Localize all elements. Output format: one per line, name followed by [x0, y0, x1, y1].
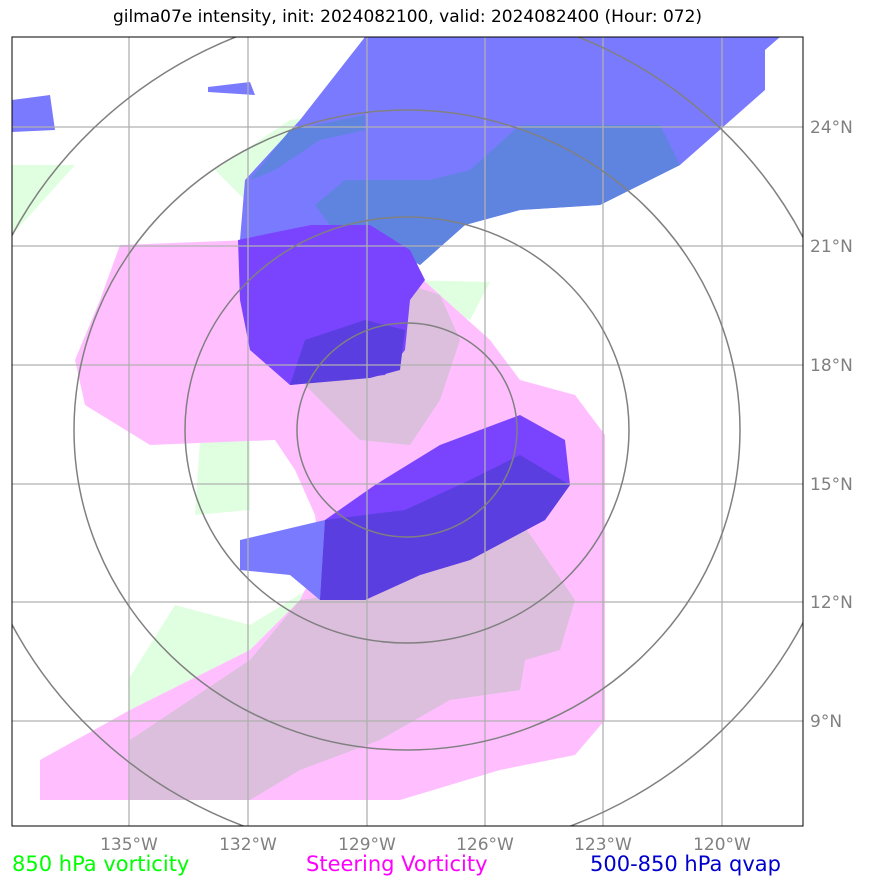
- longitude-tick-labels: 135°W 132°W 129°W 126°W 123°W 120°W: [100, 835, 751, 855]
- legend-steering-vorticity: Steering Vorticity: [306, 852, 488, 876]
- lon-tick-label: 129°W: [338, 835, 396, 855]
- qvap-region: [12, 95, 55, 132]
- lat-tick-label: 15°N: [810, 475, 853, 495]
- legend-qvap: 500-850 hPa qvap: [590, 852, 781, 876]
- qvap-band-layer: [250, 115, 680, 265]
- vorticity-region: [128, 585, 315, 720]
- qvap-overlap-region: [320, 455, 570, 600]
- range-ring-2: [184, 216, 630, 644]
- overlap-region: [130, 520, 575, 800]
- qvap-band-region: [250, 115, 365, 180]
- range-ring-3: [73, 109, 741, 751]
- qvap-band-region: [315, 125, 680, 265]
- lat-tick-label: 9°N: [810, 712, 842, 732]
- lat-tick-label: 12°N: [810, 593, 853, 613]
- legend-850-vorticity: 850 hPa vorticity: [12, 852, 190, 876]
- lat-tick-label: 24°N: [810, 118, 853, 138]
- longitude-gridlines: [128, 37, 723, 826]
- lon-tick-label: 120°W: [693, 835, 751, 855]
- latitude-gridlines: [12, 126, 803, 722]
- lat-tick-label: 18°N: [810, 356, 853, 376]
- lon-tick-label: 123°W: [574, 835, 632, 855]
- map-frame: [11, 36, 804, 827]
- lon-tick-label: 135°W: [100, 835, 158, 855]
- qvap-overlap-region: [290, 320, 405, 385]
- range-ring-1: [296, 322, 518, 538]
- lon-tick-label: 132°W: [219, 835, 277, 855]
- range-rings: [12, 37, 803, 826]
- qvap-overlap-layer: [290, 320, 570, 600]
- lat-tick-label: 21°N: [810, 237, 853, 257]
- qvap-region: [208, 82, 255, 95]
- qvap-region: [240, 520, 325, 600]
- lon-tick-label: 126°W: [456, 835, 514, 855]
- latitude-tick-labels: 24°N 21°N 18°N 15°N 12°N 9°N: [810, 118, 853, 732]
- vorticity-region: [195, 435, 250, 515]
- vorticity-region: [12, 165, 75, 235]
- map-title: gilma07e intensity, init: 2024082100, va…: [112, 7, 703, 27]
